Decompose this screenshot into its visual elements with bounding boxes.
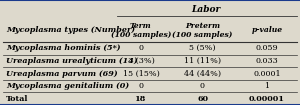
Text: Mycoplasma genitalium (0): Mycoplasma genitalium (0) [6, 82, 129, 90]
Text: Ureaplasma parvum (69): Ureaplasma parvum (69) [6, 70, 118, 77]
Text: Term
(100 samples): Term (100 samples) [111, 22, 171, 39]
Text: Total: Total [6, 95, 28, 103]
Text: 0.00001: 0.00001 [249, 95, 285, 103]
Text: p-value: p-value [251, 26, 283, 34]
Text: 0: 0 [139, 82, 143, 90]
Text: 11 (11%): 11 (11%) [184, 57, 221, 65]
Text: 60: 60 [197, 95, 208, 103]
Text: Preterm
(100 samples): Preterm (100 samples) [172, 22, 233, 39]
Text: 1: 1 [264, 82, 270, 90]
Text: Labor: Labor [191, 5, 220, 14]
Text: 44 (44%): 44 (44%) [184, 70, 221, 77]
Text: 0.059: 0.059 [256, 44, 278, 52]
Text: Mycoplasma hominis (5*): Mycoplasma hominis (5*) [6, 44, 121, 52]
Text: 3 (3%): 3 (3%) [128, 57, 154, 65]
Text: 5 (5%): 5 (5%) [189, 44, 216, 52]
Text: Ureaplasma urealyticum (14): Ureaplasma urealyticum (14) [6, 57, 138, 65]
Text: Mycoplasma types (Number): Mycoplasma types (Number) [6, 26, 135, 34]
Text: 15 (15%): 15 (15%) [123, 70, 159, 77]
Text: 0.033: 0.033 [256, 57, 278, 65]
Text: 18: 18 [135, 95, 147, 103]
Text: 0: 0 [139, 44, 143, 52]
Text: 0.0001: 0.0001 [253, 70, 281, 77]
Text: 0: 0 [200, 82, 205, 90]
